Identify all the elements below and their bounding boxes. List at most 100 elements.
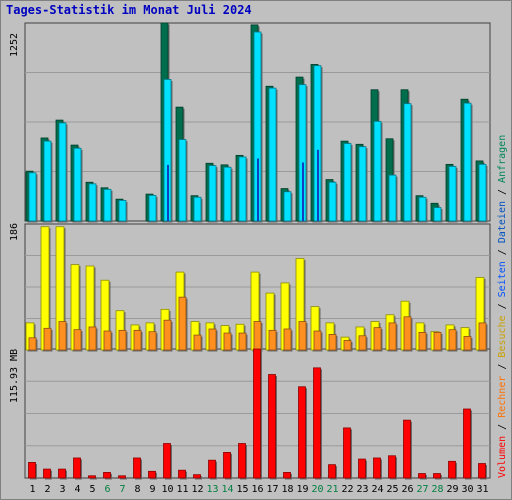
bar-volumen bbox=[448, 460, 456, 479]
x-tick-label: 16 bbox=[251, 484, 263, 495]
bar-dateien bbox=[388, 174, 397, 222]
bar-volumen bbox=[148, 470, 156, 479]
y-max-label-visits: 186 bbox=[9, 223, 20, 241]
chart-title: Tages-Statistik im Monat Juli 2024 bbox=[6, 3, 252, 17]
bar-volumen bbox=[133, 457, 141, 479]
x-tick-label: 25 bbox=[386, 484, 398, 495]
bar-dateien bbox=[343, 143, 352, 222]
bar-dateien bbox=[223, 166, 232, 222]
bar-rechner bbox=[253, 321, 262, 351]
bar-rechner bbox=[313, 330, 322, 351]
legend-entry: Volumen bbox=[497, 436, 508, 478]
bar-dateien bbox=[433, 207, 442, 222]
x-tick-label: 24 bbox=[371, 484, 383, 495]
bar-rechner bbox=[163, 319, 172, 351]
bar-dateien bbox=[118, 200, 127, 222]
x-tick-label: 21 bbox=[326, 484, 338, 495]
x-tick-label: 3 bbox=[59, 484, 65, 495]
bar-dateien bbox=[403, 103, 412, 222]
bar-volumen bbox=[58, 468, 66, 479]
bar-rechner bbox=[298, 321, 307, 351]
x-tick-label: 28 bbox=[431, 484, 443, 495]
x-tick-label: 19 bbox=[296, 484, 308, 495]
bar-dateien bbox=[373, 120, 382, 222]
legend-separator: / bbox=[497, 243, 508, 261]
bar-dateien bbox=[88, 183, 97, 222]
x-tick-label: 9 bbox=[149, 484, 155, 495]
bar-dateien bbox=[208, 165, 217, 222]
bar-dateien bbox=[73, 147, 82, 222]
bar-dateien bbox=[148, 194, 157, 222]
y-max-label-requests: 1252 bbox=[9, 33, 20, 57]
x-tick-label: 23 bbox=[356, 484, 368, 495]
bar-dateien bbox=[328, 181, 337, 222]
bar-seiten bbox=[302, 162, 304, 221]
x-tick-label: 8 bbox=[134, 484, 140, 495]
legend-entry: Besuche bbox=[497, 315, 508, 357]
bar-volumen bbox=[73, 457, 81, 479]
bar-volumen bbox=[463, 408, 471, 479]
x-tick-label: 29 bbox=[446, 484, 458, 495]
legend-separator: / bbox=[497, 297, 508, 315]
bar-volumen bbox=[358, 458, 366, 479]
bar-volumen bbox=[88, 475, 96, 479]
bar-rechner bbox=[373, 327, 382, 351]
bar-volumen bbox=[103, 472, 111, 479]
bar-volumen bbox=[328, 464, 336, 479]
bar-volumen bbox=[373, 457, 381, 479]
bar-seiten bbox=[317, 149, 319, 221]
bar-dateien bbox=[418, 196, 427, 222]
bar-rechner bbox=[58, 321, 67, 351]
x-tick-label: 5 bbox=[89, 484, 95, 495]
bar-volumen bbox=[418, 473, 426, 479]
bar-volumen bbox=[283, 472, 291, 479]
legend-entry: Seiten bbox=[497, 261, 508, 297]
bar-rechner bbox=[73, 329, 82, 351]
bar-rechner bbox=[133, 329, 142, 351]
x-tick-label: 22 bbox=[341, 484, 353, 495]
x-tick-label: 31 bbox=[476, 484, 488, 495]
bar-volumen bbox=[238, 443, 246, 479]
x-tick-label: 7 bbox=[119, 484, 125, 495]
bar-dateien bbox=[478, 163, 487, 222]
bar-dateien bbox=[463, 102, 472, 222]
bar-dateien bbox=[178, 139, 187, 222]
x-tick-label: 6 bbox=[104, 484, 110, 495]
bar-volumen bbox=[43, 468, 51, 479]
bar-volumen bbox=[193, 474, 201, 479]
legend-separator: / bbox=[497, 418, 508, 436]
bar-rechner bbox=[283, 328, 292, 351]
bar-rechner bbox=[388, 322, 397, 351]
bar-dateien bbox=[448, 166, 457, 222]
legend-separator: / bbox=[497, 358, 508, 376]
bar-rechner bbox=[28, 337, 37, 351]
bar-dateien bbox=[28, 172, 37, 222]
bar-rechner bbox=[103, 330, 112, 351]
bar-seiten bbox=[257, 158, 259, 221]
bar-volumen bbox=[298, 386, 306, 479]
bar-seiten bbox=[167, 164, 169, 221]
y-max-label-volume: 115.93 MB bbox=[9, 349, 20, 403]
bar-dateien bbox=[238, 156, 247, 222]
x-tick-label: 27 bbox=[416, 484, 428, 495]
bar-rechner bbox=[343, 340, 352, 351]
bar-rechner bbox=[193, 334, 202, 351]
x-tick-label: 15 bbox=[236, 484, 248, 495]
bar-rechner bbox=[478, 322, 487, 351]
bar-rechner bbox=[118, 329, 127, 351]
bar-rechner bbox=[223, 332, 232, 351]
bar-dateien bbox=[283, 191, 292, 222]
x-tick-label: 12 bbox=[191, 484, 203, 495]
bar-rechner bbox=[88, 326, 97, 351]
bar-dateien bbox=[103, 188, 112, 222]
bar-rechner bbox=[208, 328, 217, 351]
bar-rechner bbox=[448, 329, 457, 351]
bar-dateien bbox=[358, 146, 367, 222]
x-tick-label: 26 bbox=[401, 484, 413, 495]
bar-volumen bbox=[313, 367, 321, 479]
x-tick-label: 4 bbox=[74, 484, 80, 495]
bar-dateien bbox=[58, 122, 67, 222]
x-tick-label: 17 bbox=[266, 484, 278, 495]
bar-volumen bbox=[478, 463, 486, 479]
x-tick-label: 1 bbox=[29, 484, 35, 495]
